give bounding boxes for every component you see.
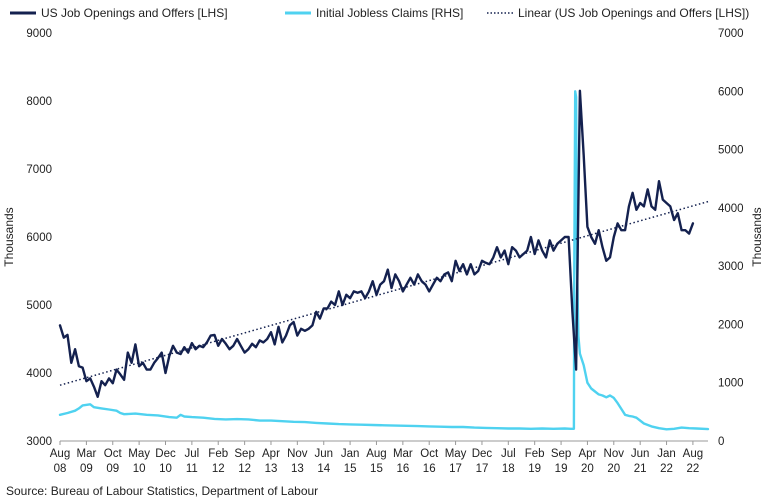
right-tick-label: 5000 — [718, 145, 744, 157]
x-tick-year: 11 — [186, 463, 198, 475]
right-axis-ticks: 0 1000 2000 3000 4000 5000 6000 7000 — [718, 28, 744, 448]
left-axis-ticks: 3000 4000 5000 6000 7000 8000 9000 — [26, 28, 52, 448]
x-tick-year: 20 — [581, 463, 594, 475]
x-tick-year: 19 — [555, 463, 568, 475]
x-tick-month: Aug — [683, 448, 703, 460]
x-tick-year: 20 — [607, 463, 620, 475]
x-tick-month: Mar — [393, 448, 413, 460]
right-tick-label: 3000 — [718, 261, 744, 273]
right-axis-label: Thousands — [750, 207, 764, 266]
x-tick-year: 10 — [133, 463, 146, 475]
x-tick-month: Mar — [76, 448, 96, 460]
x-tick-month: Feb — [208, 448, 228, 460]
x-tick-month: Aug — [50, 448, 70, 460]
series-layer — [58, 89, 710, 431]
x-tick-year: 17 — [449, 463, 462, 475]
x-tick-year: 16 — [423, 463, 436, 475]
right-tick-label: 7000 — [718, 28, 744, 40]
x-tick-month: Oct — [420, 448, 439, 460]
legend-label-jobless-claims: Initial Jobless Claims [RHS] — [316, 6, 463, 20]
x-tick-year: 21 — [634, 463, 647, 475]
x-tick-month: Dec — [155, 448, 176, 460]
x-tick-month: Aug — [366, 448, 386, 460]
legend-label-job-openings: US Job Openings and Offers [LHS] — [41, 6, 228, 20]
left-tick-label: 8000 — [26, 96, 52, 108]
x-tick-year: 22 — [687, 463, 700, 475]
x-tick-year: 09 — [106, 463, 119, 475]
left-tick-label: 7000 — [26, 164, 52, 176]
x-tick-year: 12 — [238, 463, 251, 475]
right-tick-label: 6000 — [718, 86, 744, 98]
left-tick-label: 3000 — [26, 436, 52, 448]
x-tick-month: Oct — [104, 448, 123, 460]
x-tick-year: 22 — [660, 463, 673, 475]
x-axis-ticks: Aug 08 Mar 09 Oct 09 May 10 Dec 10 Jul 11 Feb 12 Sep 12… — [50, 441, 703, 475]
x-tick-month: Apr — [578, 448, 596, 460]
left-tick-label: 4000 — [26, 368, 52, 380]
left-tick-label: 9000 — [26, 28, 52, 40]
x-tick-year: 16 — [396, 463, 409, 475]
source-note: Source: Bureau of Labour Statistics, Dep… — [6, 484, 318, 498]
x-tick-year: 18 — [502, 463, 515, 475]
left-tick-label: 6000 — [26, 232, 52, 244]
x-tick-year: 08 — [54, 463, 67, 475]
left-axis-label: Thousands — [2, 207, 16, 266]
x-tick-year: 09 — [80, 463, 93, 475]
x-tick-month: Jun — [314, 448, 333, 460]
x-tick-year: 13 — [291, 463, 304, 475]
x-tick-month: Apr — [262, 448, 280, 460]
x-tick-year: 13 — [265, 463, 278, 475]
x-tick-month: May — [445, 448, 467, 460]
x-tick-year: 15 — [344, 463, 357, 475]
x-tick-month: Jun — [631, 448, 650, 460]
x-tick-month: Nov — [287, 448, 308, 460]
x-tick-month: Dec — [472, 448, 493, 460]
x-tick-month: Jan — [657, 448, 676, 460]
x-tick-year: 12 — [212, 463, 225, 475]
x-tick-year: 10 — [159, 463, 172, 475]
legend: US Job Openings and Offers [LHS] Initial… — [10, 6, 749, 20]
series-line-linear-trend — [59, 200, 709, 386]
x-tick-month: Jul — [185, 448, 200, 460]
x-tick-month: Sep — [234, 448, 254, 460]
x-tick-month: Jul — [501, 448, 516, 460]
x-tick-month: Feb — [525, 448, 545, 460]
x-tick-year: 15 — [370, 463, 383, 475]
x-tick-month: May — [128, 448, 150, 460]
series-line-job-openings — [58, 89, 695, 398]
x-tick-month: Sep — [551, 448, 571, 460]
left-tick-label: 5000 — [26, 300, 52, 312]
right-tick-label: 4000 — [718, 203, 744, 215]
right-tick-label: 1000 — [718, 378, 744, 390]
right-tick-label: 2000 — [718, 319, 744, 331]
x-tick-month: Nov — [604, 448, 625, 460]
right-tick-label: 0 — [718, 436, 724, 448]
x-tick-month: Jan — [341, 448, 360, 460]
x-tick-year: 17 — [476, 463, 489, 475]
x-tick-year: 14 — [317, 463, 330, 475]
series-line-jobless-claims — [58, 90, 710, 431]
x-tick-year: 19 — [528, 463, 541, 475]
legend-label-linear-trend: Linear (US Job Openings and Offers [LHS]… — [518, 6, 749, 20]
